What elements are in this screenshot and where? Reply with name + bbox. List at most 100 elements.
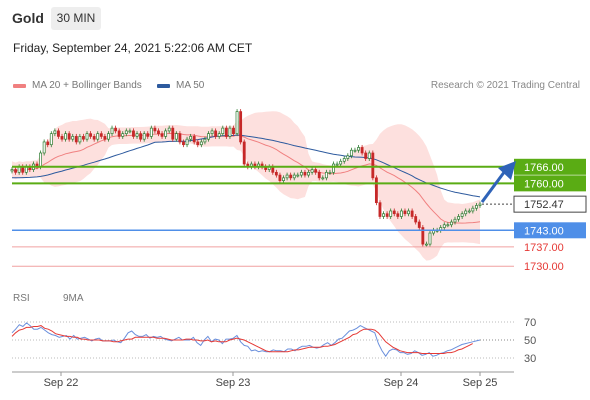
candle-body[interactable] — [346, 155, 350, 159]
candle-body[interactable] — [357, 147, 360, 151]
candle-body[interactable] — [67, 133, 71, 140]
candle-body[interactable] — [364, 152, 368, 159]
candle-body[interactable] — [428, 232, 432, 245]
candle-body[interactable] — [214, 130, 218, 137]
candle-body[interactable] — [210, 130, 214, 135]
candle-body[interactable] — [196, 141, 200, 146]
candle-body[interactable] — [374, 177, 378, 204]
candle-body[interactable] — [117, 130, 121, 137]
timeframe-badge[interactable]: 30 MIN — [51, 7, 101, 30]
candle-body[interactable] — [353, 149, 357, 152]
candle-body[interactable] — [335, 163, 339, 166]
candle-body[interactable] — [464, 210, 468, 215]
candle-body[interactable] — [382, 213, 385, 217]
candle-body[interactable] — [199, 141, 203, 146]
candle-body[interactable] — [53, 130, 57, 135]
candle-body[interactable] — [114, 127, 118, 132]
candle-body[interactable] — [139, 133, 143, 140]
candle-body[interactable] — [403, 210, 407, 215]
candle-body[interactable] — [203, 138, 207, 143]
candle-body[interactable] — [132, 130, 135, 137]
candle-body[interactable] — [164, 130, 168, 137]
candle-body[interactable] — [285, 174, 289, 179]
candle-body[interactable] — [82, 136, 85, 140]
candle-body[interactable] — [92, 136, 96, 140]
candle-body[interactable] — [182, 141, 185, 146]
candle-body[interactable] — [282, 177, 285, 181]
candle-body[interactable] — [299, 171, 303, 176]
candle-body[interactable] — [424, 243, 428, 246]
candle-body[interactable] — [378, 202, 382, 217]
candle-body[interactable] — [10, 169, 14, 172]
candle-body[interactable] — [174, 133, 178, 140]
candle-body[interactable] — [407, 210, 410, 215]
candle-body[interactable] — [467, 210, 471, 213]
candle-body[interactable] — [307, 171, 310, 176]
candle-body[interactable] — [217, 133, 221, 137]
candle-body[interactable] — [321, 177, 325, 180]
candle-body[interactable] — [185, 138, 189, 146]
candle-body[interactable] — [421, 227, 425, 245]
candle-body[interactable] — [128, 130, 132, 133]
candle-body[interactable] — [417, 221, 421, 228]
candle-body[interactable] — [292, 174, 296, 179]
candle-body[interactable] — [328, 171, 332, 174]
candle-body[interactable] — [332, 163, 335, 173]
candle-body[interactable] — [57, 130, 60, 137]
candle-body[interactable] — [160, 133, 164, 137]
candle-body[interactable] — [167, 127, 171, 132]
candle-body[interactable] — [475, 205, 478, 209]
candle-body[interactable] — [74, 136, 78, 143]
candle-body[interactable] — [449, 221, 453, 226]
candle-body[interactable] — [446, 224, 450, 227]
candle-body[interactable] — [42, 141, 46, 154]
candle-body[interactable] — [324, 171, 328, 179]
candle-body[interactable] — [278, 174, 282, 181]
candle-body[interactable] — [153, 127, 157, 132]
candle-body[interactable] — [232, 127, 235, 135]
candle-body[interactable] — [135, 133, 139, 137]
candle-body[interactable] — [146, 133, 150, 137]
candle-body[interactable] — [149, 127, 153, 137]
candle-body[interactable] — [142, 133, 146, 140]
candle-body[interactable] — [14, 169, 17, 173]
candle-body[interactable] — [96, 133, 100, 140]
candle-body[interactable] — [414, 216, 418, 223]
candle-body[interactable] — [392, 210, 396, 215]
candle-body[interactable] — [189, 136, 193, 140]
candle-body[interactable] — [107, 133, 110, 140]
candle-body[interactable] — [442, 224, 446, 228]
candle-body[interactable] — [157, 130, 160, 135]
candle-body[interactable] — [310, 169, 314, 173]
candle-body[interactable] — [46, 141, 50, 146]
candle-body[interactable] — [71, 136, 75, 140]
candle-body[interactable] — [89, 133, 93, 137]
candle-body[interactable] — [124, 130, 128, 135]
candle-body[interactable] — [471, 207, 475, 212]
candle-body[interactable] — [389, 210, 393, 217]
candle-body[interactable] — [39, 152, 43, 168]
candle-body[interactable] — [64, 133, 68, 140]
candle-body[interactable] — [371, 152, 375, 179]
candle-body[interactable] — [178, 133, 182, 143]
candle-body[interactable] — [110, 127, 114, 135]
candle-body[interactable] — [360, 147, 364, 154]
candle-body[interactable] — [85, 133, 89, 140]
candle-body[interactable] — [453, 218, 457, 223]
candle-body[interactable] — [242, 141, 246, 165]
candle-body[interactable] — [121, 133, 125, 137]
candle-body[interactable] — [274, 171, 278, 176]
candle-body[interactable] — [457, 216, 460, 220]
candle-body[interactable] — [460, 213, 464, 217]
candle-body[interactable] — [99, 133, 103, 137]
candle-body[interactable] — [239, 111, 243, 143]
candle-body[interactable] — [224, 127, 228, 137]
candle-body[interactable] — [367, 152, 371, 159]
candle-body[interactable] — [192, 136, 196, 143]
candle-body[interactable] — [303, 171, 307, 176]
candle-body[interactable] — [296, 174, 300, 177]
candle-body[interactable] — [396, 213, 400, 217]
candle-body[interactable] — [317, 171, 321, 179]
candle-body[interactable] — [478, 203, 482, 206]
